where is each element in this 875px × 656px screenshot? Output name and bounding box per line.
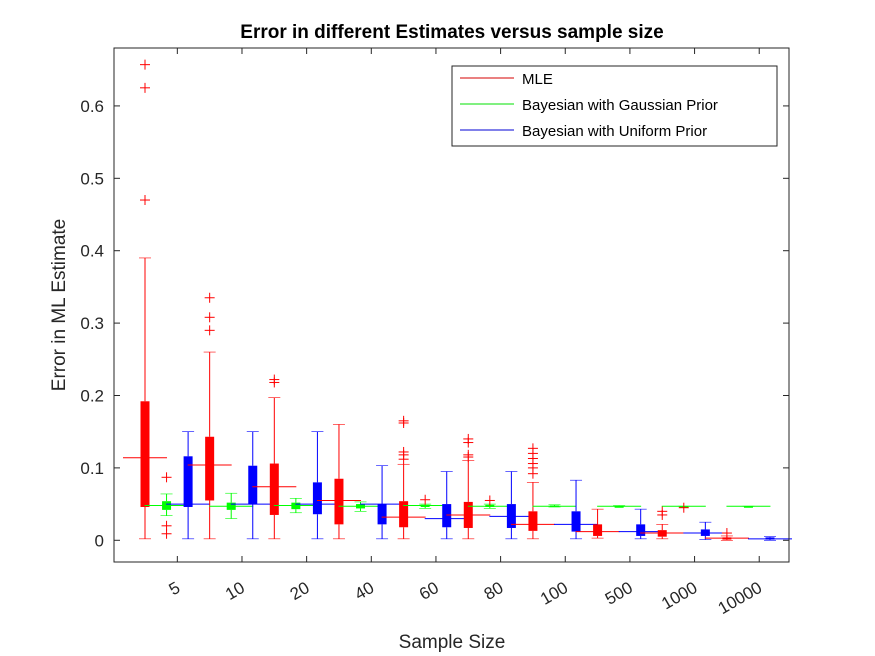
- box-mle-6-outlier-4: [463, 433, 474, 444]
- box-uniform-3-iqr: [312, 482, 322, 515]
- box-gaussian-10: [726, 505, 771, 508]
- y-tick-label-4: 0.4: [80, 242, 104, 261]
- box-gaussian-3: [273, 497, 318, 514]
- box-mle-2: [187, 292, 232, 540]
- y-tick-label-1: 0.1: [80, 459, 104, 478]
- box-mle-5-iqr: [399, 501, 409, 528]
- box-uniform-6: [489, 471, 534, 540]
- box-mle-8: [575, 508, 620, 539]
- box-mle-2-outlier-2: [204, 312, 215, 323]
- box-mle-1: [123, 59, 167, 540]
- box-uniform-2-iqr: [248, 465, 258, 505]
- box-mle-3-outlier-2: [269, 374, 280, 385]
- x-axis-label: Sample Size: [399, 632, 506, 653]
- box-uniform-7: [554, 479, 599, 540]
- box-gaussian-9: [661, 502, 706, 513]
- box-mle-5-outlier-3: [398, 446, 409, 457]
- box-gaussian-5-outlier-1: [420, 494, 431, 505]
- box-gaussian-1-outlier-3: [161, 472, 172, 483]
- y-axis-label: Error in ML Estimate: [49, 219, 70, 391]
- box-gaussian-8-iqr: [614, 506, 624, 508]
- box-mle-6: [446, 433, 491, 540]
- box-gaussian-10-iqr: [743, 506, 753, 508]
- box-mle-6-outlier-2: [463, 449, 474, 460]
- box-mle-9-outlier-2: [657, 506, 668, 517]
- plot-frame: [113, 47, 790, 563]
- box-mle-4-iqr: [334, 478, 344, 525]
- box-mle-8-iqr: [593, 524, 603, 536]
- box-uniform-8-iqr: [636, 524, 646, 536]
- box-uniform-3: [295, 431, 340, 540]
- box-mle-2-outlier-3: [204, 292, 215, 303]
- box-mle-7: [510, 443, 555, 540]
- y-tick-label-2: 0.2: [80, 386, 104, 405]
- box-uniform-10: [748, 536, 792, 541]
- box-mle-1-outlier-1: [140, 195, 150, 206]
- box-gaussian-5: [403, 494, 448, 509]
- box-uniform-1: [166, 431, 211, 540]
- legend: MLE Bayesian with Gaussian Prior Bayesia…: [451, 65, 778, 147]
- legend-label-mle: MLE: [522, 71, 553, 88]
- box-uniform-4-iqr: [377, 504, 387, 525]
- box-mle-7-outlier-6: [527, 443, 538, 454]
- legend-box: [451, 65, 778, 147]
- box-mle-2-outlier-1: [204, 325, 215, 336]
- box-gaussian-8: [597, 505, 642, 508]
- box-mle-2-iqr: [205, 436, 215, 501]
- box-gaussian-4: [338, 501, 383, 512]
- box-uniform-8: [618, 508, 663, 540]
- plot-marks: [123, 59, 792, 541]
- box-mle-3: [252, 374, 297, 540]
- legend-label-gaussian: Bayesian with Gaussian Prior: [522, 97, 718, 114]
- box-uniform-5-iqr: [442, 504, 452, 528]
- box-mle-4: [316, 424, 361, 540]
- y-tick-label-3: 0.3: [80, 314, 104, 333]
- box-gaussian-1-outlier-2: [161, 520, 172, 531]
- box-mle-1-outlier-2: [140, 82, 150, 93]
- box-uniform-7-iqr: [571, 511, 581, 532]
- box-uniform-2: [230, 431, 275, 540]
- y-tick-label-5: 0.5: [80, 169, 104, 188]
- box-mle-10-outlier-1: [721, 528, 732, 539]
- box-gaussian-6: [467, 495, 512, 509]
- box-gaussian-1: [144, 472, 189, 539]
- box-mle-1-outlier-3: [140, 59, 150, 70]
- box-gaussian-2: [209, 492, 254, 519]
- box-mle-5: [381, 415, 426, 540]
- box-uniform-5: [424, 471, 469, 540]
- box-uniform-4: [360, 465, 405, 540]
- box-uniform-1-iqr: [183, 456, 193, 507]
- box-gaussian-7: [532, 504, 577, 508]
- y-tick-label-6: 0.6: [80, 97, 104, 116]
- box-gaussian-9-outlier-1: [678, 502, 689, 513]
- box-mle-9: [640, 506, 685, 540]
- y-tick-label-0: 0: [95, 531, 104, 550]
- box-mle-3-iqr: [269, 463, 279, 515]
- box-mle-7-iqr: [528, 511, 538, 531]
- box-mle-10: [704, 528, 749, 541]
- box-mle-5-outlier-5: [398, 415, 409, 426]
- legend-label-uniform: Bayesian with Uniform Prior: [522, 123, 707, 140]
- box-mle-1-iqr: [140, 401, 150, 507]
- box-gaussian-6-outlier-1: [484, 495, 495, 506]
- chart-title: Error in different Estimates versus samp…: [240, 22, 663, 43]
